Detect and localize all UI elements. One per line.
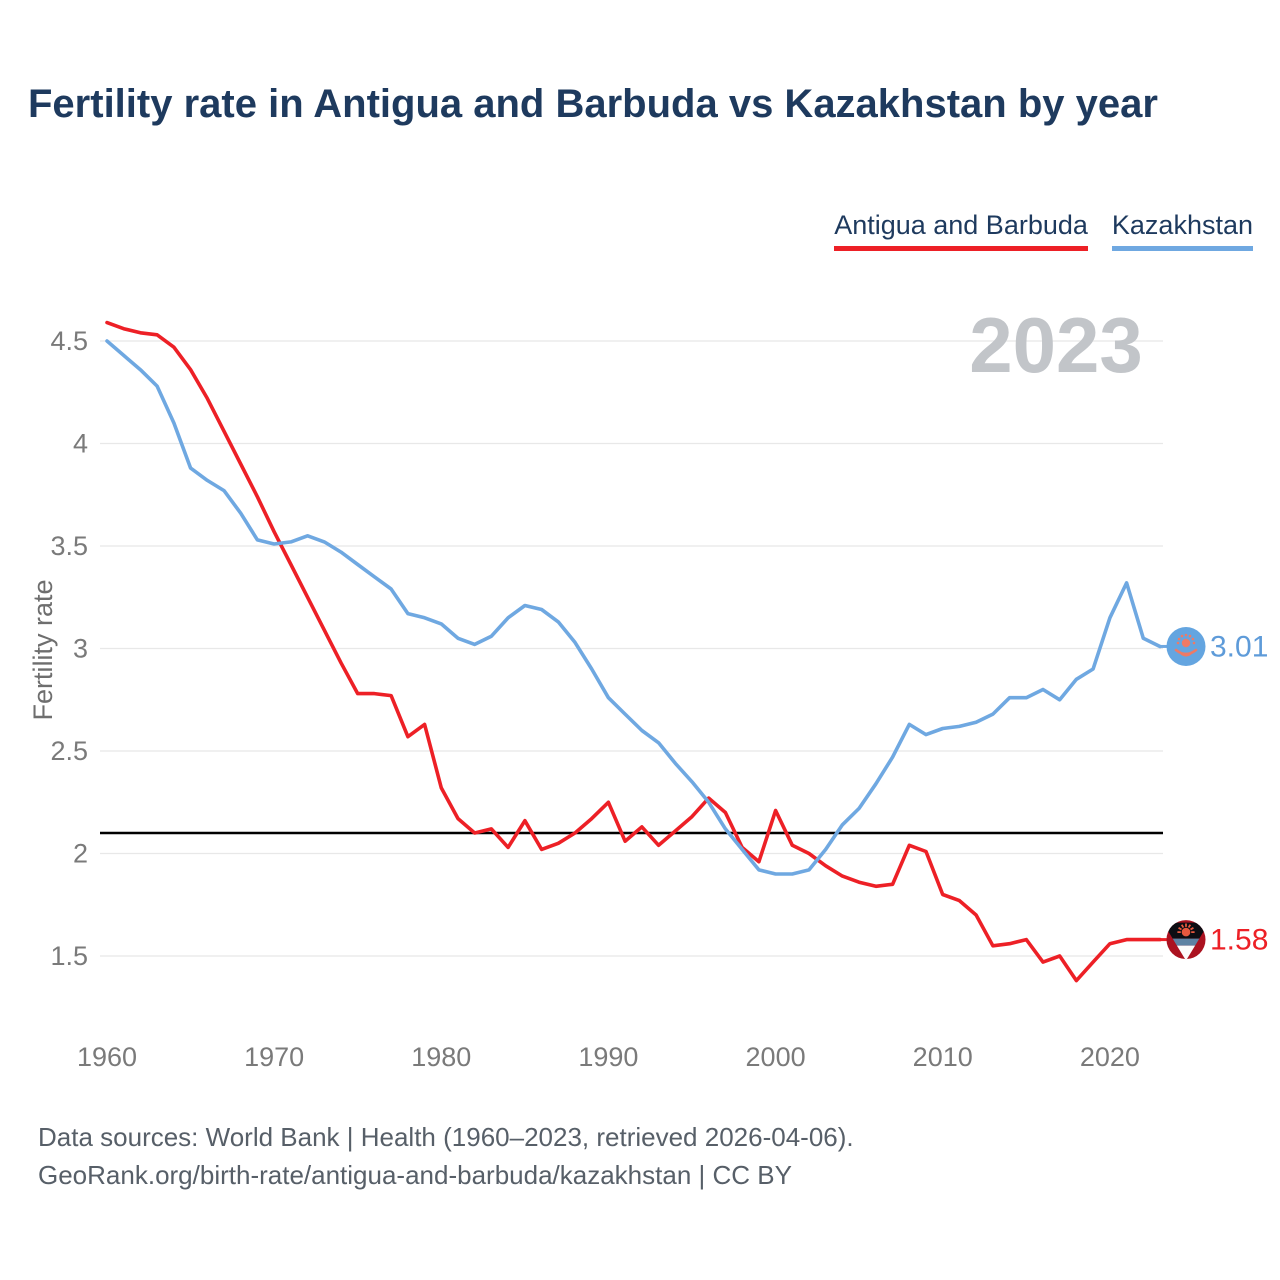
x-axis-tick-label: 1980 (411, 1042, 471, 1072)
kazakh-sun-ray (1177, 637, 1181, 641)
kazakh-sun-ray (1176, 641, 1180, 645)
antigua-and-barbuda-end-value-label: 1.58 (1210, 924, 1268, 957)
antigua-blue-band (1172, 938, 1200, 946)
antigua-white-triangle (1176, 945, 1196, 960)
kazakh-sun-ray (1191, 637, 1195, 641)
x-axis-tick-label: 2000 (746, 1042, 806, 1072)
series-line-antigua-and-barbuda (105, 320, 1162, 983)
antigua-sun-ray (1178, 927, 1182, 931)
y-axis-tick-label: 2.5 (50, 736, 88, 766)
kazakhstan-end-value-label: 3.01 (1210, 630, 1268, 663)
kazakh-sun-ray (1184, 633, 1188, 637)
year-watermark: 2023 (969, 301, 1143, 389)
antigua-sun-ray (1180, 924, 1185, 929)
y-axis-title: Fertility rate (28, 579, 58, 720)
x-axis-tick-label: 1970 (244, 1042, 304, 1072)
x-axis-tick-label: 2010 (913, 1042, 973, 1072)
kazakh-sun-ray (1192, 641, 1196, 645)
kazakh-sun-ray (1180, 634, 1184, 638)
legend-item-kazakhstan[interactable]: Kazakhstan (1111, 210, 1253, 251)
kazakh-eagle (1174, 648, 1198, 656)
fertility-rate-line-chart: 2023 4.5 4 3.5 3 2.5 2 1.5 1960 1970 1980 1990 2000 2… (28, 301, 1268, 1072)
y-axis-tick-label: 1.5 (50, 941, 88, 971)
data-sources-text: Data sources: World Bank | Health (1960–… (38, 1122, 854, 1152)
kazakh-sun (1181, 638, 1191, 648)
legend-label: Antigua and Barbuda (834, 210, 1088, 240)
antigua-sun-ray (1190, 927, 1194, 931)
kazakh-eagle-body (1180, 653, 1192, 657)
antigua-flag-art (1166, 920, 1206, 960)
antigua-sun-ray (1187, 924, 1192, 929)
page-title: Fertility rate in Antigua and Barbuda vs… (28, 82, 1158, 126)
attribution-text: GeoRank.org/birth-rate/antigua-and-barbu… (38, 1160, 792, 1190)
series-line-kazakhstan (105, 339, 1162, 876)
y-axis-tick-label: 2 (73, 839, 88, 869)
x-axis-tick-label: 1990 (578, 1042, 638, 1072)
kazakh-sun-ray (1188, 634, 1192, 638)
y-axis-tick-label: 3 (73, 634, 88, 664)
y-axis-tick-label: 4 (73, 429, 88, 459)
x-axis-tick-label: 2020 (1080, 1042, 1140, 1072)
kazakhstan-flag-icon (1166, 627, 1206, 666)
legend: Antigua and Barbuda Kazakhstan (834, 210, 1253, 251)
legend-label: Kazakhstan (1111, 210, 1253, 240)
y-axis-tick-label: 3.5 (50, 531, 88, 561)
antigua-sun (1181, 927, 1191, 937)
antigua-and-barbuda-flag-icon (1166, 920, 1206, 960)
y-axis-tick-label: 4.5 (50, 326, 88, 356)
footer: Data sources: World Bank | Health (1960–… (38, 1118, 854, 1194)
x-axis-tick-label: 1960 (77, 1042, 137, 1072)
legend-item-antigua-and-barbuda[interactable]: Antigua and Barbuda (834, 210, 1088, 251)
